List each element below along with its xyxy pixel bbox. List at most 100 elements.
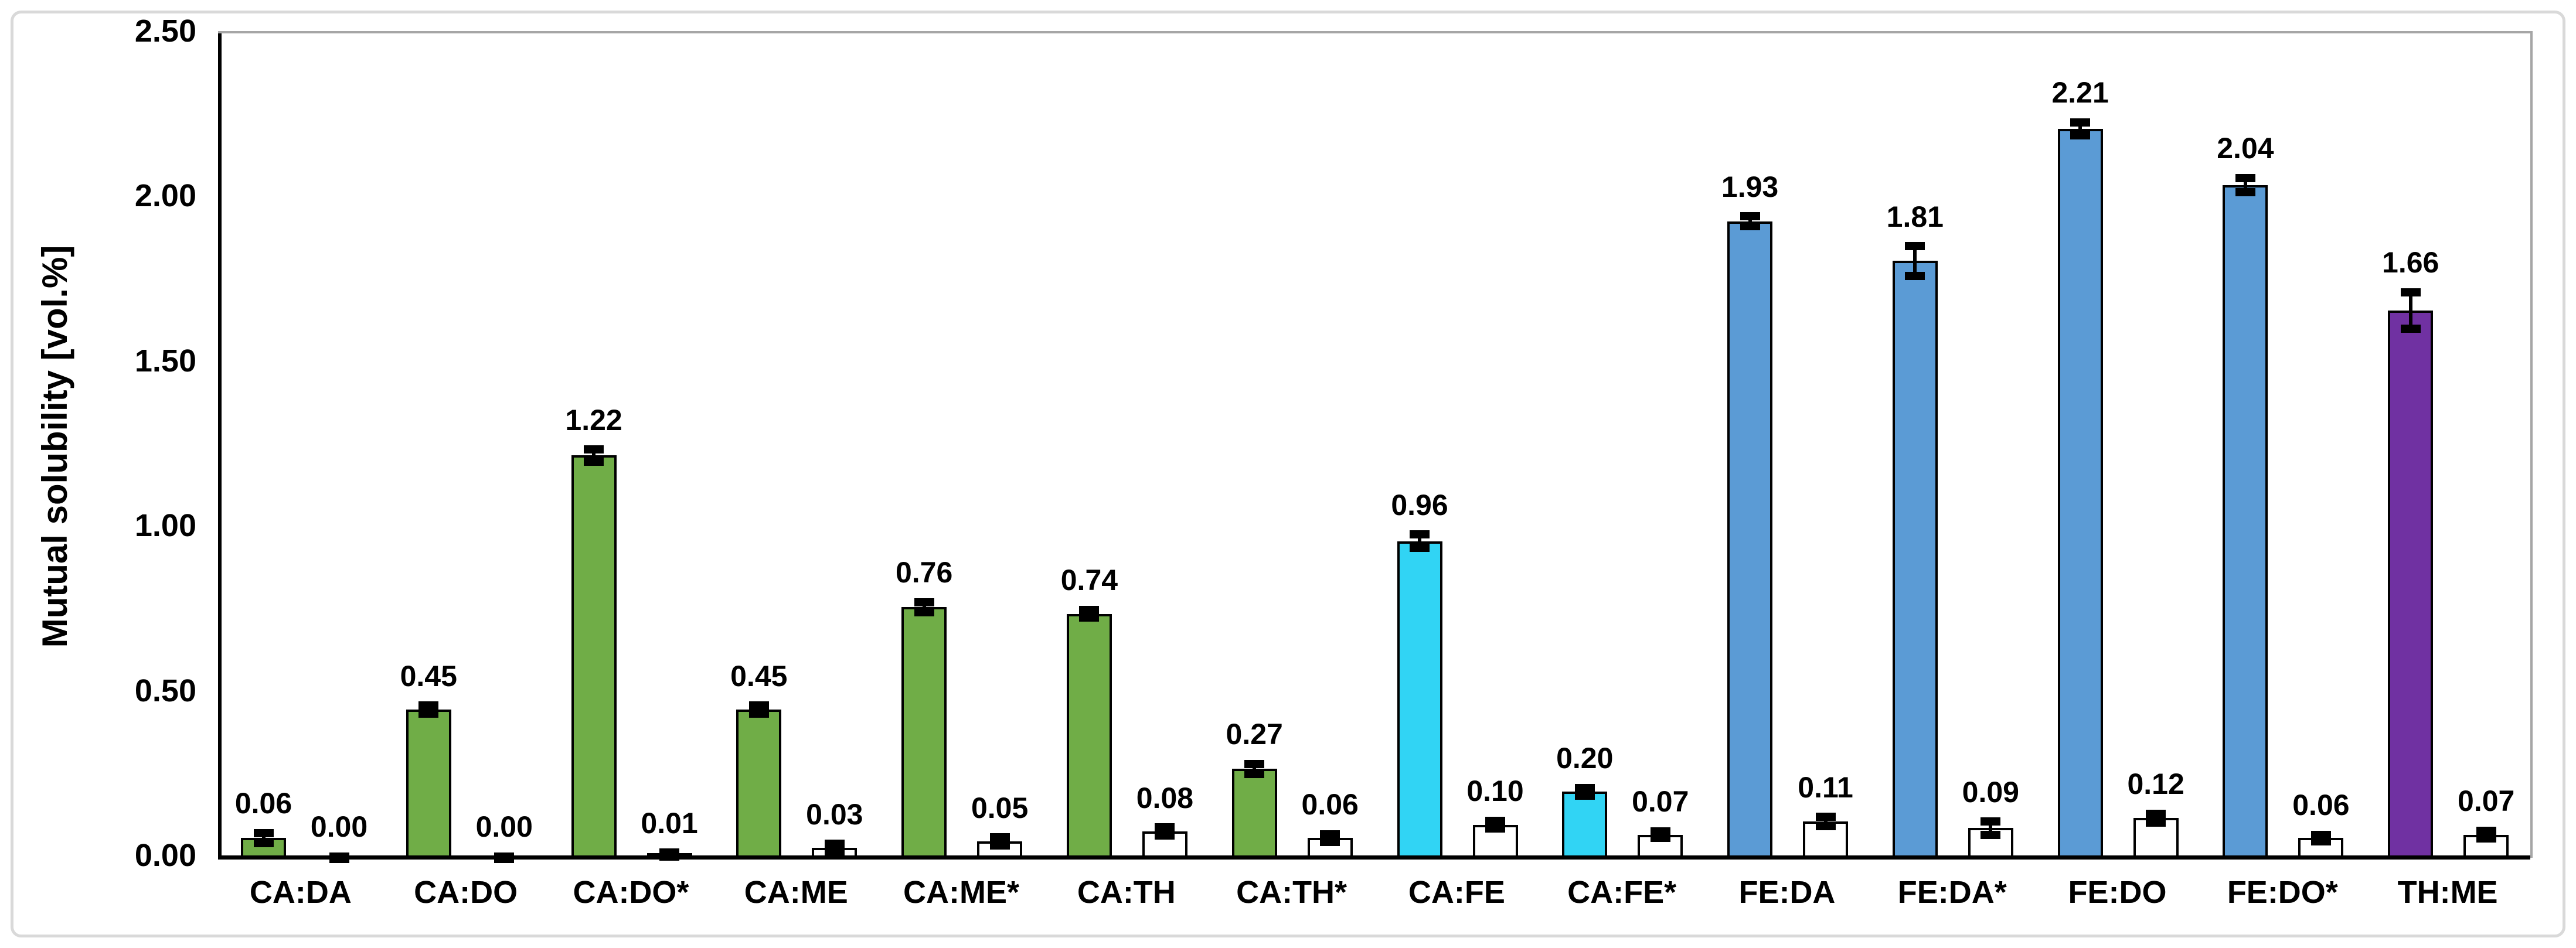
error-bar: [824, 840, 845, 856]
error-bar-cap-top: [1320, 830, 1340, 838]
category-label: CA:TH*: [1236, 875, 1347, 910]
error-bar-cap-bottom: [2310, 837, 2331, 845]
value-label: 0.12: [2127, 768, 2184, 801]
y-tick-label: 2.50: [134, 13, 196, 49]
error-bar-line: [1823, 813, 1828, 830]
error-bar-cap-top: [2310, 830, 2331, 839]
value-label: 0.20: [1556, 742, 1614, 775]
error-bar-cap-top: [1740, 212, 1760, 221]
error-bar-cap-top: [1905, 242, 1925, 251]
y-tick-label: 0.50: [134, 673, 196, 708]
error-bar-line: [922, 598, 926, 616]
error-bar: [1079, 605, 1100, 622]
error-bar-cap-bottom: [914, 608, 934, 616]
value-label: 0.10: [1466, 775, 1524, 808]
error-bar: [1410, 530, 1430, 552]
error-bar-line: [592, 445, 596, 466]
error-bar-cap-top: [584, 445, 604, 454]
error-bar: [2146, 809, 2166, 827]
error-bar-cap-top: [2070, 118, 2091, 127]
value-label: 0.76: [895, 556, 953, 589]
value-label: 0.45: [730, 659, 788, 693]
error-bar-cap-bottom: [2146, 819, 2166, 827]
value-label: 0.01: [641, 806, 698, 840]
error-bar: [1740, 212, 1760, 231]
value-label: 0.07: [1632, 785, 1689, 819]
error-bar-line: [2078, 118, 2082, 140]
error-bar-cap-bottom: [2070, 131, 2091, 140]
x-axis-line: [218, 855, 2530, 860]
error-bar-line: [261, 828, 266, 847]
category-label: CA:ME: [744, 875, 848, 910]
value-label: 0.74: [1060, 564, 1118, 597]
error-bar-cap-bottom: [1410, 543, 1430, 552]
error-bar: [914, 598, 934, 616]
error-bar-cap-bottom: [1320, 838, 1340, 846]
error-bar-line: [1253, 759, 1257, 778]
error-bar-cap-top: [1155, 823, 1175, 832]
error-bar: [2476, 826, 2496, 843]
value-label: 1.81: [1886, 200, 1944, 233]
error-bar-cap-bottom: [418, 709, 439, 718]
error-bar-line: [2408, 288, 2412, 333]
category-label: CA:FE: [1408, 875, 1505, 910]
value-label: 2.04: [2217, 132, 2274, 165]
error-bar: [2310, 830, 2331, 845]
error-bar-cap-top: [989, 833, 1010, 842]
error-bar-cap-bottom: [2400, 324, 2421, 333]
error-bar-cap-bottom: [1244, 769, 1265, 778]
error-bar-cap-top: [1410, 530, 1430, 539]
error-bar-line: [2243, 173, 2247, 197]
value-label: 0.45: [400, 659, 457, 693]
error-bar-cap-top: [1485, 816, 1505, 825]
error-bar-cap-top: [2476, 826, 2496, 835]
value-label: 0.07: [2458, 785, 2515, 818]
error-bar-cap-bottom: [824, 847, 845, 856]
error-bar: [1815, 813, 1836, 830]
error-bar: [584, 445, 604, 466]
error-bar: [253, 828, 274, 847]
error-bar-cap-bottom: [1740, 222, 1760, 231]
error-bar-cap-top: [1244, 759, 1265, 768]
y-tick-label: 2.00: [134, 178, 196, 214]
error-bar-line: [1418, 530, 1421, 552]
value-label: 0.05: [971, 791, 1029, 824]
value-label: 0.06: [1301, 787, 1359, 821]
error-bar-cap-bottom: [748, 709, 769, 718]
value-label: 0.00: [475, 810, 533, 844]
category-label: FE:DA: [1738, 875, 1836, 910]
category-label: CA:DA: [249, 875, 352, 910]
error-bar-cap-top: [1574, 783, 1595, 792]
error-bar-cap-top: [2400, 288, 2421, 296]
value-label: 0.00: [310, 810, 368, 844]
error-bar: [2070, 118, 2091, 140]
error-bar: [989, 833, 1010, 850]
category-label: FE:DO: [2068, 875, 2167, 910]
filled-bar-CA:ME: [736, 709, 782, 858]
value-label: 0.06: [2292, 789, 2350, 822]
category-label: FE:DO*: [2227, 875, 2338, 910]
error-bar: [2235, 173, 2255, 197]
category-label: CA:DO: [414, 875, 518, 910]
error-bar: [418, 701, 439, 718]
y-tick-label: 1.50: [134, 343, 196, 378]
y-tick-label: 0.00: [134, 838, 196, 873]
error-bar: [1244, 759, 1265, 778]
error-bar-cap-top: [1981, 817, 2001, 826]
error-bar-cap-bottom: [1815, 821, 1836, 830]
plot-area: 0.06 0.45 1.22 0.45 0.76 0.74 0.27 0.96 0.20 1.93…: [218, 31, 2533, 864]
error-bar-cap-bottom: [1905, 271, 1925, 280]
error-bar-cap-bottom: [1155, 831, 1175, 840]
error-bar: [748, 701, 769, 718]
error-bar-cap-bottom: [1485, 824, 1505, 833]
error-bar: [2400, 288, 2421, 333]
error-bar-cap-bottom: [2476, 834, 2496, 843]
error-bar: [1155, 823, 1175, 840]
error-bar-cap-top: [253, 828, 274, 837]
value-label: 0.27: [1226, 718, 1283, 751]
value-label: 2.21: [2051, 76, 2109, 110]
error-bar: [1650, 827, 1670, 843]
error-bar-line: [2154, 809, 2158, 827]
value-label: 0.08: [1136, 781, 1194, 814]
